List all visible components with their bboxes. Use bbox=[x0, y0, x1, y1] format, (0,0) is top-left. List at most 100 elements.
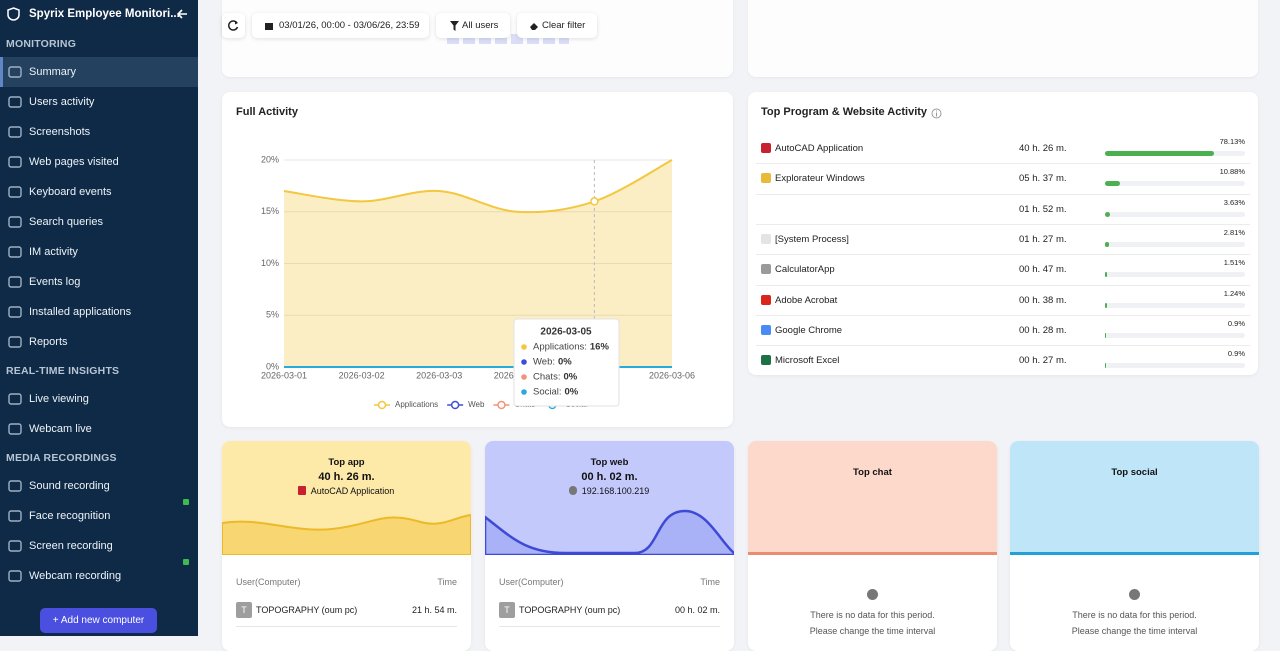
eraser-icon bbox=[530, 23, 538, 30]
nav-item[interactable]: Summary bbox=[0, 57, 198, 87]
nav-label: Reports bbox=[29, 336, 68, 348]
tooltip-bullet bbox=[521, 389, 527, 395]
row-divider bbox=[756, 345, 1250, 347]
bar-track bbox=[1105, 302, 1245, 308]
date-range-button[interactable]: 03/01/26, 00:00 - 03/06/26, 23:59 bbox=[252, 13, 429, 38]
nav-item[interactable]: Keyboard events bbox=[0, 177, 198, 207]
nav-item[interactable]: Live viewing bbox=[0, 384, 198, 414]
x-tick-label: 2026-03-01 bbox=[261, 370, 307, 380]
nav-item[interactable]: Search queries bbox=[0, 207, 198, 237]
program-name: Adobe Acrobat bbox=[775, 294, 838, 306]
nav-icon bbox=[8, 186, 22, 198]
nav-label: Search queries bbox=[29, 216, 103, 228]
program-time: 00 h. 38 m. bbox=[1019, 294, 1067, 306]
icon-shape bbox=[8, 423, 22, 435]
nav-item[interactable]: Sound recording bbox=[0, 471, 198, 501]
program-name: Microsoft Excel bbox=[775, 355, 840, 367]
series-area bbox=[284, 160, 672, 367]
nav-item[interactable]: Webcam live bbox=[0, 414, 198, 444]
tooltip-label: Applications: bbox=[533, 342, 587, 353]
nav-item[interactable]: Screenshots bbox=[0, 117, 198, 147]
card-header: Top social bbox=[1010, 441, 1259, 555]
clear-filter: Clear filter bbox=[542, 20, 586, 31]
column-header: Time bbox=[437, 577, 457, 587]
nav-label: Events log bbox=[29, 276, 81, 288]
top-programs-card: Top Program & Website Activity AutoCAD A… bbox=[748, 92, 1258, 375]
bar-track bbox=[1105, 241, 1245, 247]
nav-item[interactable]: Web pages visited bbox=[0, 147, 198, 177]
nav-icon bbox=[8, 276, 22, 288]
nav-item[interactable]: Screen recording bbox=[0, 531, 198, 561]
nav-label: IM activity bbox=[29, 246, 78, 258]
nav-icon bbox=[8, 66, 22, 78]
nav-label: Live viewing bbox=[29, 393, 89, 405]
nav-label: Summary bbox=[29, 66, 77, 78]
row-divider bbox=[756, 193, 1250, 195]
icon-shape bbox=[8, 246, 22, 258]
bar-track bbox=[1105, 211, 1245, 217]
nav-icon bbox=[8, 393, 22, 405]
program-name: [System Process] bbox=[775, 233, 849, 245]
program-icon bbox=[761, 233, 771, 244]
nav-icon bbox=[8, 510, 22, 522]
user-time: 21 h. 54 m. bbox=[411, 605, 457, 615]
nav-item[interactable]: Users activity bbox=[0, 87, 198, 117]
card-time: 00 h. 02 m. bbox=[581, 471, 638, 483]
nav-label: Webcam recording bbox=[29, 570, 122, 582]
section-label: REAL-TIME INSIGHTS bbox=[6, 365, 120, 377]
empty-message: Please change the time interval bbox=[809, 626, 936, 636]
user-name: TOPOGRAPHY (oum pc) bbox=[519, 605, 621, 615]
percent-label: 1.51% bbox=[1223, 258, 1245, 268]
users-filter-button[interactable]: All users bbox=[436, 13, 510, 38]
users-filter: All users bbox=[462, 20, 499, 31]
card-title: Top Program & Website Activity bbox=[761, 106, 928, 118]
icon-shape bbox=[8, 216, 22, 228]
info-icon[interactable] bbox=[931, 108, 942, 119]
nav-label: Face recognition bbox=[29, 510, 111, 522]
nav-label: Screenshots bbox=[29, 126, 91, 138]
card-title: Top web bbox=[590, 457, 629, 468]
row-divider bbox=[756, 223, 1250, 225]
hover-point bbox=[590, 197, 599, 206]
tooltip-label: Chats: bbox=[533, 372, 560, 383]
program-time: 40 h. 26 m. bbox=[1019, 143, 1067, 154]
card-item: 192.168.100.219 bbox=[581, 486, 650, 496]
nav-item[interactable]: Installed applications bbox=[0, 297, 198, 327]
nav-item[interactable]: Events log bbox=[0, 267, 198, 297]
avatar: T bbox=[236, 602, 252, 618]
x-tick-label: 2026-03-02 bbox=[339, 370, 385, 380]
empty-message: Please change the time interval bbox=[1071, 626, 1198, 636]
percent-label: 0.9% bbox=[1227, 349, 1245, 359]
card-header: Top chat bbox=[748, 441, 997, 555]
y-tick-label: 5% bbox=[266, 310, 279, 320]
program-icon bbox=[761, 324, 771, 335]
clear-filter-button[interactable]: Clear filter bbox=[517, 13, 597, 38]
nav-icon bbox=[8, 216, 22, 228]
card-wave bbox=[1010, 552, 1259, 555]
program-time: 00 h. 28 m. bbox=[1019, 324, 1067, 336]
nav-item[interactable]: Webcam recording bbox=[0, 559, 198, 591]
bar bbox=[1105, 151, 1215, 156]
card-title: Top social bbox=[1111, 467, 1158, 478]
collapse-button[interactable] bbox=[176, 8, 188, 20]
program-time: 00 h. 27 m. bbox=[1019, 355, 1067, 367]
row-divider bbox=[756, 314, 1250, 316]
add-computer-button[interactable]: + Add new computer bbox=[40, 608, 157, 633]
program-name: Explorateur Windows bbox=[775, 173, 865, 185]
nav-label: Webcam live bbox=[29, 423, 92, 435]
program-icon bbox=[761, 173, 771, 184]
program-icon bbox=[761, 264, 771, 275]
legend-marker bbox=[377, 400, 387, 410]
column-header: User(Computer) bbox=[236, 577, 301, 587]
summary-card: Top app 40 h. 26 m. AutoCAD Application Use… bbox=[222, 441, 471, 651]
nav-icon bbox=[8, 480, 22, 492]
item-icon bbox=[569, 486, 577, 495]
empty-message: There is no data for this period. bbox=[1072, 610, 1197, 620]
refresh-button[interactable] bbox=[222, 13, 245, 38]
nav-item[interactable]: Face recognition bbox=[0, 499, 198, 531]
app-title: Spyrix Employee Monitori... bbox=[29, 8, 180, 20]
nav-item[interactable]: IM activity bbox=[0, 237, 198, 267]
tooltip-label: Web: bbox=[533, 357, 555, 368]
program-time: 01 h. 27 m. bbox=[1019, 233, 1067, 245]
nav-item[interactable]: Reports bbox=[0, 327, 198, 357]
